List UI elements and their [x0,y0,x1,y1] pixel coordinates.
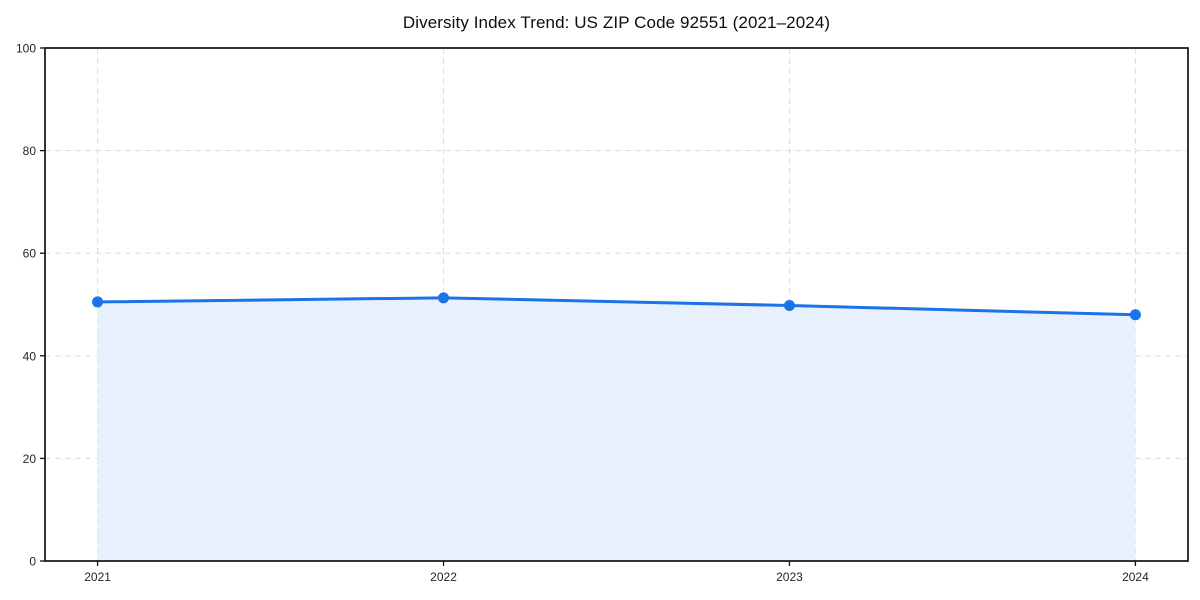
area-fill [97,297,1136,561]
y-tick-label: 0 [29,555,36,569]
data-point-2023 [783,300,795,312]
trend-line [96,296,1137,317]
x-tick-label: 2021 [84,570,111,584]
y-tick-label: 80 [23,144,37,158]
y-tick-label: 100 [16,42,36,56]
x-tick-label: 2024 [1122,570,1149,584]
chart-title: Diversity Index Trend: US ZIP Code 92551… [402,13,831,32]
data-point-2024 [1129,309,1141,321]
y-tick-label: 40 [23,349,37,363]
plot-border [44,47,1189,562]
y-tick-label: 60 [23,247,37,261]
y-tick-label: 20 [23,452,37,466]
data-point-2022 [438,292,450,304]
x-tick-label: 2022 [430,570,457,584]
data-point-2021 [92,296,104,308]
x-tick-label: 2023 [776,570,803,584]
